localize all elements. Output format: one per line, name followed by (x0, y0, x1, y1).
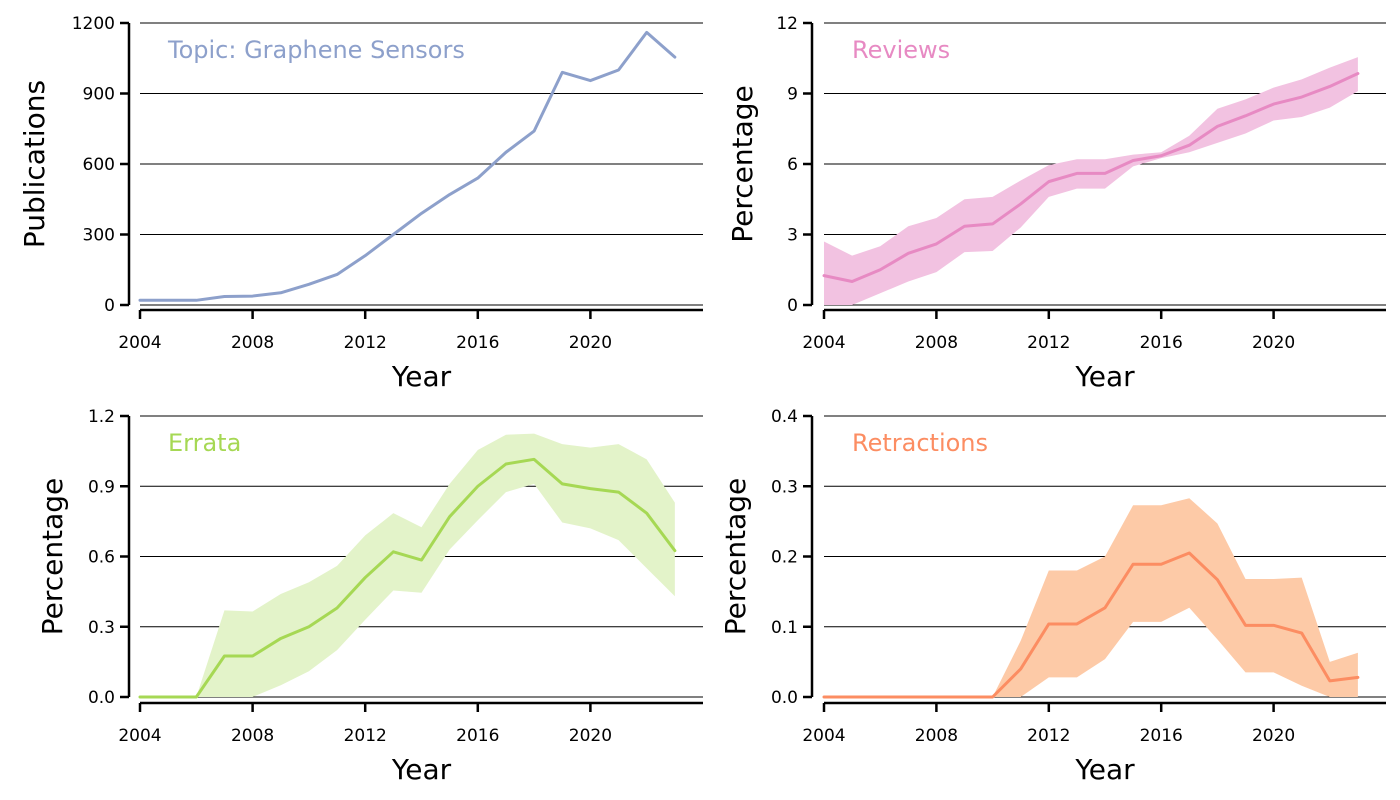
retractions-confidence-band (824, 498, 1358, 697)
reviews-x-axis-title: Year (1074, 360, 1135, 393)
panel-reviews: 0 3 6 9 12 2004 2008 2012 2016 2020 Year Percentage… (726, 14, 1386, 393)
retractions-xtick-label-4: 2020 (1252, 726, 1295, 746)
publications-ytick-label-0: 0 (104, 296, 115, 316)
panel-publications: 0 300 600 900 1200 2004 2008 2012 2016 2020 Year Pu… (18, 14, 703, 393)
reviews-ytick-label-4: 12 (776, 14, 798, 34)
errata-xtick-label-1: 2008 (231, 726, 274, 746)
reviews-ytick-label-2: 6 (787, 155, 798, 175)
retractions-ytick-label-3: 0.3 (771, 477, 798, 497)
publications-xtick-label-1: 2008 (231, 333, 274, 353)
retractions-ytick-label-2: 0.2 (771, 548, 798, 568)
reviews-xtick-label-3: 2016 (1140, 333, 1183, 353)
reviews-xtick-label-2: 2012 (1027, 333, 1070, 353)
reviews-panel-label: Reviews (852, 36, 950, 64)
errata-xtick-label-2: 2012 (344, 726, 387, 746)
reviews-series-line (822, 72, 1360, 283)
retractions-xtick-label-0: 2004 (802, 726, 845, 746)
publications-xtick-label-3: 2016 (456, 333, 499, 353)
publications-xtick-label-4: 2020 (569, 333, 612, 353)
publications-series-line (138, 30, 677, 302)
publications-y-axis-title: Publications (18, 80, 51, 248)
publications-ytick-label-4: 1200 (72, 14, 115, 34)
publications-panel-label: Topic: Graphene Sensors (167, 36, 465, 64)
panel-retractions: 0.0 0.1 0.2 0.3 0.4 2004 2008 2012 2016 2020 Year P… (719, 407, 1386, 786)
errata-ytick-label-3: 0.9 (88, 477, 115, 497)
retractions-ytick-label-0: 0.0 (771, 688, 798, 708)
publications-ytick-label-3: 900 (83, 85, 115, 105)
reviews-xtick-label-4: 2020 (1252, 333, 1295, 353)
errata-xtick-label-0: 2004 (118, 726, 161, 746)
errata-ytick-label-0: 0.0 (88, 688, 115, 708)
retractions-ytick-label-1: 0.1 (771, 618, 798, 638)
retractions-x-axis-title: Year (1074, 753, 1135, 786)
errata-series-line (138, 457, 677, 699)
reviews-xtick-label-0: 2004 (802, 333, 845, 353)
reviews-y-axis-title: Percentage (726, 85, 759, 243)
retractions-xtick-label-3: 2016 (1140, 726, 1183, 746)
reviews-confidence-band (824, 57, 1358, 306)
publications-xtick-label-2: 2012 (344, 333, 387, 353)
reviews-xtick-label-1: 2008 (915, 333, 958, 353)
errata-ytick-label-1: 0.3 (88, 618, 115, 638)
retractions-xtick-label-2: 2012 (1027, 726, 1070, 746)
errata-ytick-label-4: 1.2 (88, 407, 115, 427)
publications-x-axis-title: Year (391, 360, 452, 393)
reviews-ytick-label-1: 3 (787, 226, 798, 246)
retractions-series-line (822, 551, 1360, 699)
reviews-ytick-label-0: 0 (787, 296, 798, 316)
retractions-ytick-label-4: 0.4 (771, 407, 798, 427)
panel-errata: 0.0 0.3 0.6 0.9 1.2 2004 2008 2012 2016 2020 Year P… (36, 407, 703, 786)
retractions-y-axis-title: Percentage (719, 478, 752, 636)
retractions-panel-label: Retractions (852, 429, 988, 457)
publications-ytick-label-2: 600 (83, 155, 115, 175)
errata-ytick-label-2: 0.6 (88, 548, 115, 568)
errata-xtick-label-4: 2020 (569, 726, 612, 746)
publications-xtick-label-0: 2004 (118, 333, 161, 353)
errata-panel-label: Errata (168, 429, 241, 457)
errata-xtick-label-3: 2016 (456, 726, 499, 746)
publications-ytick-label-1: 300 (83, 226, 115, 246)
retractions-xtick-label-1: 2008 (915, 726, 958, 746)
reviews-ytick-label-3: 9 (787, 85, 798, 105)
errata-x-axis-title: Year (391, 753, 452, 786)
errata-confidence-band (140, 433, 675, 697)
errata-y-axis-title: Percentage (36, 478, 69, 636)
